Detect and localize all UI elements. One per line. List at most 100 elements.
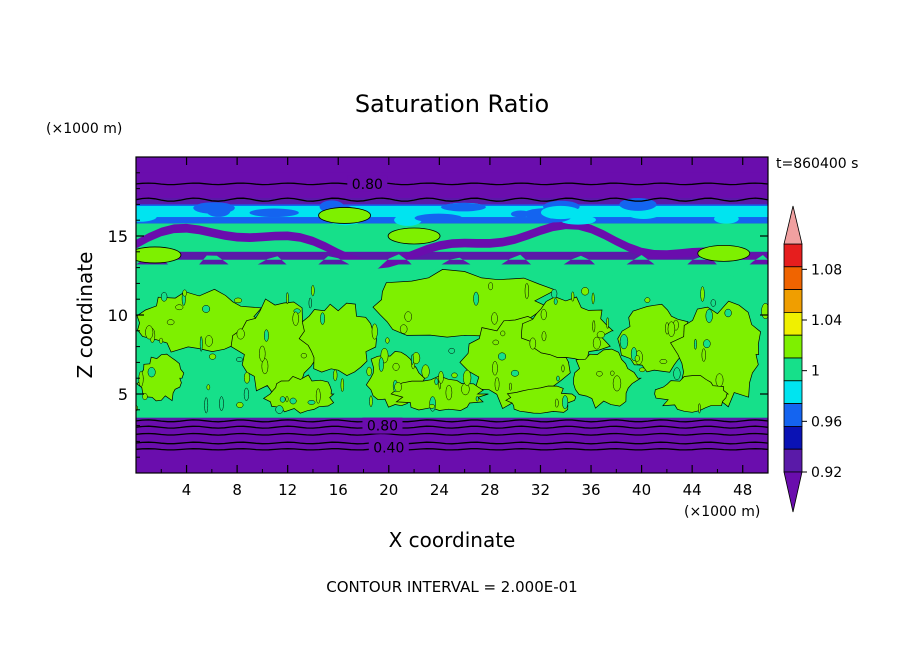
colorbar-segment — [783, 380, 803, 404]
x-tick-label: 48 — [733, 481, 752, 499]
speckle — [315, 388, 321, 404]
colorbar-segment — [783, 357, 803, 382]
speckle — [286, 292, 289, 305]
speckle — [462, 369, 472, 386]
saturation-field — [136, 157, 768, 473]
speckle — [498, 352, 507, 361]
speckle — [236, 328, 245, 340]
speckle — [561, 364, 565, 373]
upper-blob — [540, 205, 581, 220]
x-tick-label: 16 — [329, 481, 348, 499]
speckle — [591, 292, 595, 305]
speckle — [159, 337, 164, 344]
speckle — [279, 396, 286, 403]
y-tick-label: 15 — [108, 227, 128, 246]
speckle — [592, 336, 601, 350]
speckle — [553, 298, 558, 305]
lime-patch — [505, 385, 577, 414]
speckle — [492, 339, 499, 346]
purple-filament — [136, 220, 768, 269]
speckle — [703, 339, 711, 349]
speckle — [204, 397, 209, 414]
speckle — [554, 398, 559, 408]
speckle — [639, 367, 646, 373]
contour-line-low-2 — [136, 425, 768, 429]
speckle — [147, 367, 156, 378]
speckle — [399, 324, 408, 334]
contour-label: 0.40 — [373, 441, 404, 457]
speckle — [562, 395, 569, 410]
speckle — [694, 338, 697, 350]
contour-label-bg — [347, 175, 388, 192]
colorbar-segment — [783, 311, 803, 336]
contour-line-upper — [136, 197, 768, 202]
lime-lens — [136, 246, 182, 264]
speckle — [488, 282, 494, 291]
speckle — [491, 312, 498, 325]
x-tick-label: 12 — [278, 481, 297, 499]
speckle — [434, 377, 439, 386]
speckle — [404, 311, 413, 322]
speckle — [540, 308, 547, 321]
speckle — [529, 337, 537, 350]
chart-title: Saturation Ratio — [355, 90, 549, 118]
speckle — [138, 371, 144, 387]
y-tick-label: 5 — [118, 385, 128, 404]
colorbar-segment — [783, 403, 803, 427]
speckle — [551, 289, 558, 299]
y-unit-label: (×1000 m) — [46, 121, 122, 137]
y-axis-ticks: 5 10 15 — [108, 172, 768, 458]
speckle — [421, 364, 430, 379]
x-tick-label: 36 — [581, 481, 600, 499]
colorbar-tick-label: 1 — [811, 364, 820, 380]
time-label: t=860400 s — [776, 156, 858, 172]
colorbar-top-arrow — [783, 205, 803, 245]
x-axis-ticks: 4 8 12 16 20 24 28 32 36 40 44 48 — [160, 157, 752, 499]
speckle — [385, 337, 390, 344]
speckle — [392, 362, 400, 371]
upper-edge-blend — [136, 254, 768, 277]
speckle — [394, 382, 402, 393]
speckle — [202, 305, 211, 313]
speckle — [445, 384, 453, 401]
contour-line-low-1 — [136, 419, 768, 423]
speckle — [509, 382, 512, 391]
upper-blob — [414, 213, 463, 223]
field-band — [136, 416, 768, 421]
speckle — [259, 345, 266, 362]
contour-label: 0.80 — [352, 177, 383, 193]
speckle — [219, 396, 224, 411]
upper-blob — [136, 210, 158, 222]
speckle — [610, 370, 615, 376]
speckle — [667, 321, 676, 337]
speckle — [510, 369, 519, 377]
contour-line-low-5 — [136, 448, 768, 451]
x-tick-label: 28 — [480, 481, 499, 499]
y-tick-label: 10 — [108, 306, 128, 325]
contour-line-low-3 — [136, 432, 768, 436]
speckle — [289, 397, 297, 405]
speckle — [710, 299, 717, 307]
speckle — [307, 400, 316, 405]
speckle — [234, 297, 243, 304]
colorbar-segment — [783, 243, 803, 268]
speckle — [429, 396, 436, 412]
contour-interval-footer: CONTOUR INTERVAL = 2.000E-01 — [326, 578, 577, 596]
contour-lines — [136, 182, 768, 451]
speckle — [378, 357, 384, 372]
speckle — [243, 387, 249, 401]
speckle — [473, 291, 479, 306]
upper-blob — [249, 208, 299, 218]
speckle — [705, 308, 713, 323]
colorbar-tick-label: 0.96 — [811, 414, 842, 430]
speckle — [206, 384, 211, 391]
speckle — [541, 331, 547, 342]
speckle — [596, 370, 603, 377]
speckle — [700, 286, 705, 302]
speckle — [644, 297, 651, 303]
speckle — [715, 373, 724, 387]
speckle — [475, 396, 479, 402]
speckle — [556, 375, 560, 382]
speckle — [448, 347, 456, 354]
speckle — [300, 353, 307, 359]
